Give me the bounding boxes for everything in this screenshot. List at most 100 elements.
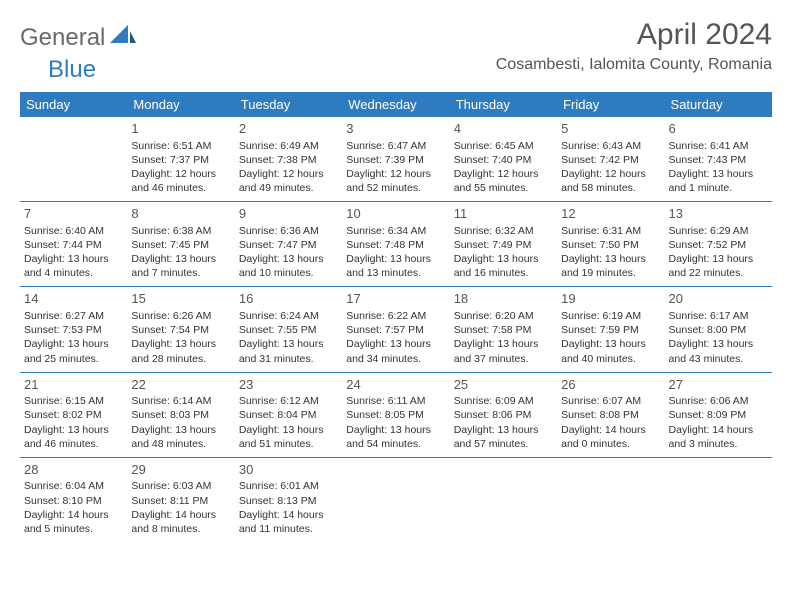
col-monday: Monday <box>127 92 234 117</box>
calendar-cell: 4Sunrise: 6:45 AMSunset: 7:40 PMDaylight… <box>450 117 557 202</box>
day-number: 2 <box>239 120 338 138</box>
daylight-line: and 46 minutes. <box>24 437 123 451</box>
sunset-line: Sunset: 7:40 PM <box>454 153 553 167</box>
sunrise-line: Sunrise: 6:07 AM <box>561 394 660 408</box>
sunrise-line: Sunrise: 6:20 AM <box>454 309 553 323</box>
day-number: 20 <box>669 290 768 308</box>
sunrise-line: Sunrise: 6:12 AM <box>239 394 338 408</box>
daylight-line: and 54 minutes. <box>346 437 445 451</box>
col-saturday: Saturday <box>665 92 772 117</box>
daylight-line: and 11 minutes. <box>239 522 338 536</box>
daylight-line: Daylight: 14 hours <box>669 423 768 437</box>
daylight-line: Daylight: 14 hours <box>561 423 660 437</box>
daylight-line: and 51 minutes. <box>239 437 338 451</box>
daylight-line: and 40 minutes. <box>561 352 660 366</box>
daylight-line: and 28 minutes. <box>131 352 230 366</box>
daylight-line: Daylight: 13 hours <box>346 252 445 266</box>
col-tuesday: Tuesday <box>235 92 342 117</box>
daylight-line: Daylight: 13 hours <box>239 337 338 351</box>
day-number: 11 <box>454 205 553 223</box>
daylight-line: and 55 minutes. <box>454 181 553 195</box>
calendar-cell: 15Sunrise: 6:26 AMSunset: 7:54 PMDayligh… <box>127 287 234 372</box>
sunrise-line: Sunrise: 6:47 AM <box>346 139 445 153</box>
sunrise-line: Sunrise: 6:15 AM <box>24 394 123 408</box>
daylight-line: Daylight: 12 hours <box>131 167 230 181</box>
calendar-cell: 26Sunrise: 6:07 AMSunset: 8:08 PMDayligh… <box>557 372 664 457</box>
daylight-line: Daylight: 13 hours <box>24 252 123 266</box>
daylight-line: and 8 minutes. <box>131 522 230 536</box>
sunrise-line: Sunrise: 6:19 AM <box>561 309 660 323</box>
col-friday: Friday <box>557 92 664 117</box>
sunset-line: Sunset: 7:57 PM <box>346 323 445 337</box>
sunrise-line: Sunrise: 6:32 AM <box>454 224 553 238</box>
daylight-line: Daylight: 13 hours <box>669 167 768 181</box>
day-number: 13 <box>669 205 768 223</box>
daylight-line: and 16 minutes. <box>454 266 553 280</box>
daylight-line: and 31 minutes. <box>239 352 338 366</box>
daylight-line: and 13 minutes. <box>346 266 445 280</box>
daylight-line: and 4 minutes. <box>24 266 123 280</box>
daylight-line: and 57 minutes. <box>454 437 553 451</box>
calendar-cell: 13Sunrise: 6:29 AMSunset: 7:52 PMDayligh… <box>665 202 772 287</box>
sunrise-line: Sunrise: 6:27 AM <box>24 309 123 323</box>
sunset-line: Sunset: 8:04 PM <box>239 408 338 422</box>
sunrise-line: Sunrise: 6:22 AM <box>346 309 445 323</box>
calendar-cell: 10Sunrise: 6:34 AMSunset: 7:48 PMDayligh… <box>342 202 449 287</box>
sunset-line: Sunset: 7:54 PM <box>131 323 230 337</box>
logo-sail-icon <box>110 25 136 52</box>
daylight-line: and 0 minutes. <box>561 437 660 451</box>
calendar-cell <box>20 117 127 202</box>
sunset-line: Sunset: 8:03 PM <box>131 408 230 422</box>
sunrise-line: Sunrise: 6:43 AM <box>561 139 660 153</box>
sunset-line: Sunset: 8:13 PM <box>239 494 338 508</box>
day-number: 26 <box>561 376 660 394</box>
calendar-week-row: 1Sunrise: 6:51 AMSunset: 7:37 PMDaylight… <box>20 117 772 202</box>
calendar-cell: 17Sunrise: 6:22 AMSunset: 7:57 PMDayligh… <box>342 287 449 372</box>
day-number: 21 <box>24 376 123 394</box>
calendar-cell: 5Sunrise: 6:43 AMSunset: 7:42 PMDaylight… <box>557 117 664 202</box>
sunset-line: Sunset: 7:53 PM <box>24 323 123 337</box>
calendar-cell: 1Sunrise: 6:51 AMSunset: 7:37 PMDaylight… <box>127 117 234 202</box>
sunset-line: Sunset: 8:00 PM <box>669 323 768 337</box>
sunrise-line: Sunrise: 6:40 AM <box>24 224 123 238</box>
calendar-cell: 28Sunrise: 6:04 AMSunset: 8:10 PMDayligh… <box>20 457 127 542</box>
calendar-cell: 9Sunrise: 6:36 AMSunset: 7:47 PMDaylight… <box>235 202 342 287</box>
day-number: 24 <box>346 376 445 394</box>
sunset-line: Sunset: 7:50 PM <box>561 238 660 252</box>
col-sunday: Sunday <box>20 92 127 117</box>
calendar-cell: 21Sunrise: 6:15 AMSunset: 8:02 PMDayligh… <box>20 372 127 457</box>
calendar-cell: 14Sunrise: 6:27 AMSunset: 7:53 PMDayligh… <box>20 287 127 372</box>
sunset-line: Sunset: 7:48 PM <box>346 238 445 252</box>
sunset-line: Sunset: 8:06 PM <box>454 408 553 422</box>
calendar-cell <box>557 457 664 542</box>
sunset-line: Sunset: 8:09 PM <box>669 408 768 422</box>
sunrise-line: Sunrise: 6:11 AM <box>346 394 445 408</box>
day-number: 9 <box>239 205 338 223</box>
calendar-cell: 11Sunrise: 6:32 AMSunset: 7:49 PMDayligh… <box>450 202 557 287</box>
daylight-line: Daylight: 13 hours <box>131 423 230 437</box>
calendar-cell: 3Sunrise: 6:47 AMSunset: 7:39 PMDaylight… <box>342 117 449 202</box>
calendar-cell: 12Sunrise: 6:31 AMSunset: 7:50 PMDayligh… <box>557 202 664 287</box>
day-number: 4 <box>454 120 553 138</box>
daylight-line: and 48 minutes. <box>131 437 230 451</box>
col-wednesday: Wednesday <box>342 92 449 117</box>
sunrise-line: Sunrise: 6:24 AM <box>239 309 338 323</box>
daylight-line: and 3 minutes. <box>669 437 768 451</box>
sunrise-line: Sunrise: 6:01 AM <box>239 479 338 493</box>
sunrise-line: Sunrise: 6:31 AM <box>561 224 660 238</box>
sunset-line: Sunset: 7:44 PM <box>24 238 123 252</box>
sunrise-line: Sunrise: 6:34 AM <box>346 224 445 238</box>
daylight-line: Daylight: 13 hours <box>346 423 445 437</box>
day-number: 15 <box>131 290 230 308</box>
calendar-week-row: 28Sunrise: 6:04 AMSunset: 8:10 PMDayligh… <box>20 457 772 542</box>
daylight-line: and 25 minutes. <box>24 352 123 366</box>
calendar-cell: 6Sunrise: 6:41 AMSunset: 7:43 PMDaylight… <box>665 117 772 202</box>
day-number: 27 <box>669 376 768 394</box>
sunrise-line: Sunrise: 6:26 AM <box>131 309 230 323</box>
daylight-line: and 37 minutes. <box>454 352 553 366</box>
sunrise-line: Sunrise: 6:49 AM <box>239 139 338 153</box>
sunset-line: Sunset: 8:08 PM <box>561 408 660 422</box>
calendar-cell: 2Sunrise: 6:49 AMSunset: 7:38 PMDaylight… <box>235 117 342 202</box>
daylight-line: Daylight: 13 hours <box>131 252 230 266</box>
calendar-cell: 16Sunrise: 6:24 AMSunset: 7:55 PMDayligh… <box>235 287 342 372</box>
